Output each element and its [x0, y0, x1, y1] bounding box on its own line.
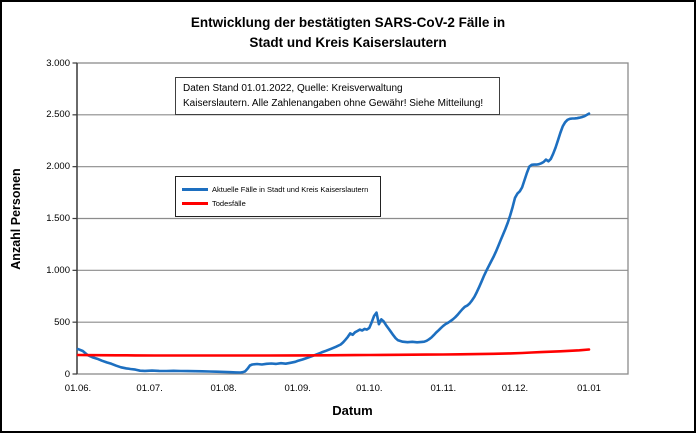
x-tick-label: 01.07. [136, 383, 163, 394]
deaths-line [76, 348, 591, 357]
x-tick-label: 01.06. [64, 383, 92, 394]
legend-item: Todesfälle [182, 199, 374, 208]
x-tick-label: 01.08. [210, 383, 237, 394]
chart-title: Entwicklung der bestätigten SARS-CoV-2 F… [0, 13, 696, 52]
x-tick-label: 01.12. [501, 383, 529, 394]
chart-title-line2: Stadt und Kreis Kaiserslautern [249, 34, 447, 50]
legend-label: Todesfälle [212, 199, 246, 208]
x-tick-label: 01.10. [356, 383, 383, 394]
x-tick-label: 01.01 [577, 383, 601, 394]
legend-label: Aktuelle Fälle in Stadt und Kreis Kaiser… [212, 185, 369, 194]
y-tick-label: 0 [64, 368, 70, 380]
annotation-line2: Kaiserslautern. Alle Zahlenangaben ohne … [183, 98, 484, 109]
active-cases-line [76, 112, 591, 374]
y-tick-label: 1.500 [46, 213, 70, 224]
data-source-annotation-box: Daten Stand 01.01.2022, Quelle: Kreisver… [175, 77, 500, 115]
y-tick-label: 3.000 [46, 57, 70, 69]
y-tick-label: 2.500 [46, 109, 70, 121]
y-tick-label: 500 [54, 316, 70, 328]
annotation-line1: Daten Stand 01.01.2022, Quelle: Kreisver… [183, 83, 403, 94]
legend-item: Aktuelle Fälle in Stadt und Kreis Kaiser… [182, 185, 374, 194]
y-tick-label: 2.000 [46, 161, 70, 173]
legend-swatch-deaths [182, 202, 208, 205]
legend-swatch-active-cases [182, 188, 208, 191]
x-tick-label: 01.09. [284, 383, 311, 394]
x-axis-title: Datum [332, 403, 373, 418]
chart-title-line1: Entwicklung der bestätigten SARS-CoV-2 F… [190, 15, 506, 30]
legend: Aktuelle Fälle in Stadt und Kreis Kaiser… [175, 176, 381, 217]
y-tick-label: 1.000 [46, 264, 70, 276]
x-tick-label: 01.11. [430, 383, 457, 394]
y-axis-title: Anzahl Personen [9, 168, 23, 270]
